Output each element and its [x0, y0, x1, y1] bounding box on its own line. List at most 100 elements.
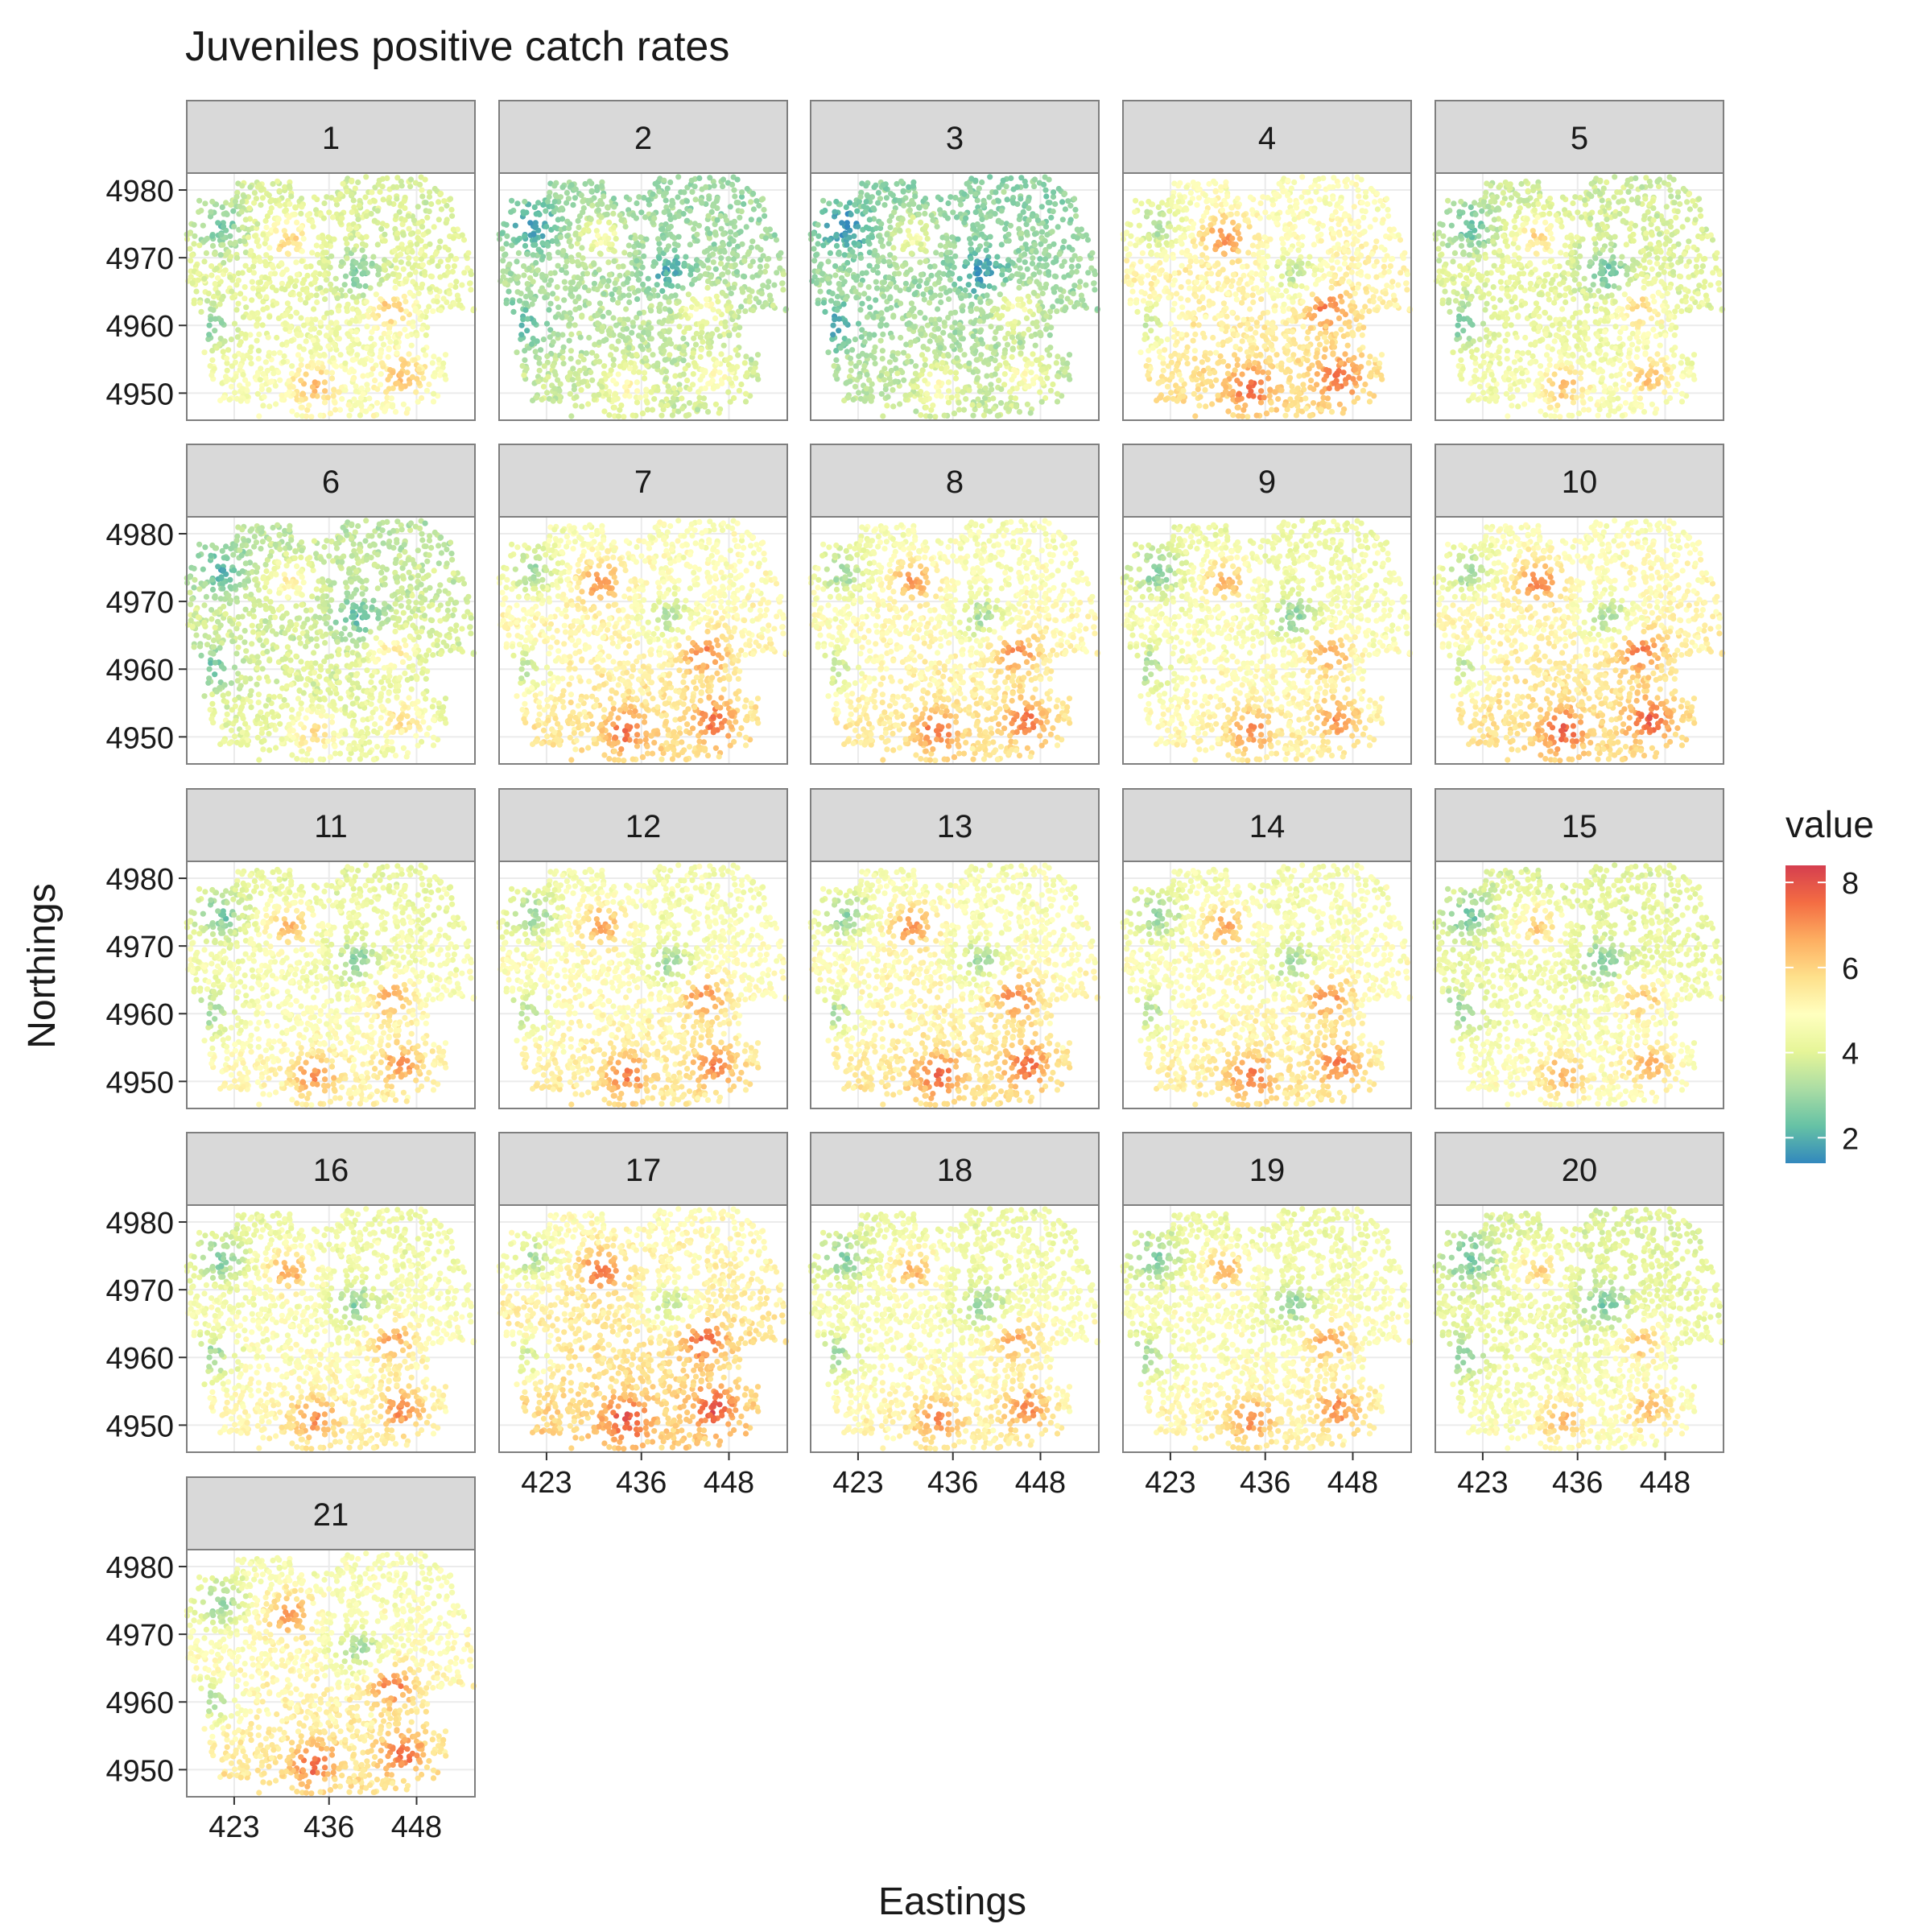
data-point: [638, 343, 644, 349]
data-point: [622, 392, 629, 399]
data-point: [825, 275, 832, 282]
data-point: [349, 357, 356, 363]
data-point: [943, 364, 950, 370]
data-point: [597, 250, 603, 257]
data-point: [606, 219, 613, 225]
data-point: [702, 369, 708, 376]
data-point: [960, 308, 966, 314]
data-point: [966, 273, 973, 279]
data-point: [972, 177, 979, 184]
data-point: [632, 235, 638, 242]
data-point: [569, 293, 576, 299]
data-point: [220, 223, 227, 229]
data-point: [467, 280, 473, 287]
data-point: [947, 369, 954, 375]
data-point: [306, 402, 312, 409]
data-point: [355, 308, 361, 315]
data-point: [741, 200, 747, 208]
data-point: [671, 241, 679, 247]
data-point: [223, 200, 229, 206]
data-point: [1012, 395, 1018, 402]
data-point: [906, 320, 912, 327]
data-point: [1071, 283, 1078, 289]
data-point: [829, 291, 836, 297]
data-point: [1384, 283, 1390, 289]
data-point: [210, 293, 217, 300]
data-point: [465, 250, 472, 256]
data-point: [245, 381, 251, 387]
data-point: [350, 368, 357, 374]
data-point: [357, 263, 363, 270]
data-point: [536, 367, 543, 374]
data-point: [209, 348, 216, 354]
data-point: [215, 275, 221, 281]
data-point: [328, 281, 334, 287]
data-point: [867, 304, 873, 311]
data-point: [658, 320, 666, 327]
data-point: [923, 280, 930, 287]
data-point: [901, 349, 907, 356]
data-point: [859, 270, 865, 277]
data-point: [233, 254, 241, 261]
data-point: [454, 292, 461, 299]
data-point: [610, 315, 617, 321]
data-point: [892, 378, 899, 385]
data-point: [353, 388, 359, 394]
data-point: [336, 336, 342, 342]
data-point: [661, 177, 667, 184]
data-point: [581, 262, 588, 269]
data-point: [1048, 214, 1055, 221]
data-point: [304, 316, 311, 323]
data-point: [633, 250, 639, 256]
data-point: [927, 338, 933, 345]
data-point: [684, 378, 691, 384]
data-point: [299, 280, 306, 287]
data-point: [540, 201, 547, 208]
data-point: [645, 275, 651, 282]
data-point: [634, 258, 640, 264]
data-point: [1051, 189, 1057, 196]
data-point: [576, 281, 583, 287]
data-point: [423, 387, 431, 394]
data-point: [1207, 350, 1213, 357]
data-point: [691, 277, 697, 283]
data-point: [687, 242, 693, 248]
data-point: [955, 236, 961, 242]
data-point: [245, 234, 251, 241]
data-point: [966, 387, 972, 394]
data-point: [422, 176, 428, 183]
data-point: [559, 314, 565, 320]
data-point: [1028, 333, 1034, 340]
data-point: [503, 221, 510, 228]
data-point: [303, 338, 309, 345]
data-point: [917, 309, 923, 316]
data-point: [322, 388, 328, 394]
data-point: [680, 371, 687, 378]
data-point: [883, 195, 890, 201]
data-point: [612, 280, 618, 287]
data-point: [857, 282, 864, 288]
data-point: [866, 262, 873, 269]
data-point: [760, 253, 766, 259]
data-point: [716, 410, 722, 416]
data-point: [986, 260, 993, 266]
data-point: [906, 233, 913, 239]
data-point: [1015, 247, 1022, 254]
data-point: [948, 394, 955, 401]
y-tick-label: 4960: [105, 310, 174, 344]
data-point: [332, 399, 338, 406]
data-point: [425, 229, 431, 235]
data-point: [646, 295, 653, 301]
data-point: [638, 209, 645, 216]
data-point: [669, 263, 675, 270]
data-point: [1059, 244, 1066, 251]
data-point: [436, 217, 442, 223]
data-point: [969, 402, 976, 408]
data-point: [900, 188, 906, 194]
data-point: [340, 180, 346, 187]
data-point: [357, 412, 363, 419]
data-point: [584, 197, 591, 204]
data-point: [842, 320, 849, 326]
data-point: [402, 279, 409, 285]
data-point: [728, 290, 734, 297]
